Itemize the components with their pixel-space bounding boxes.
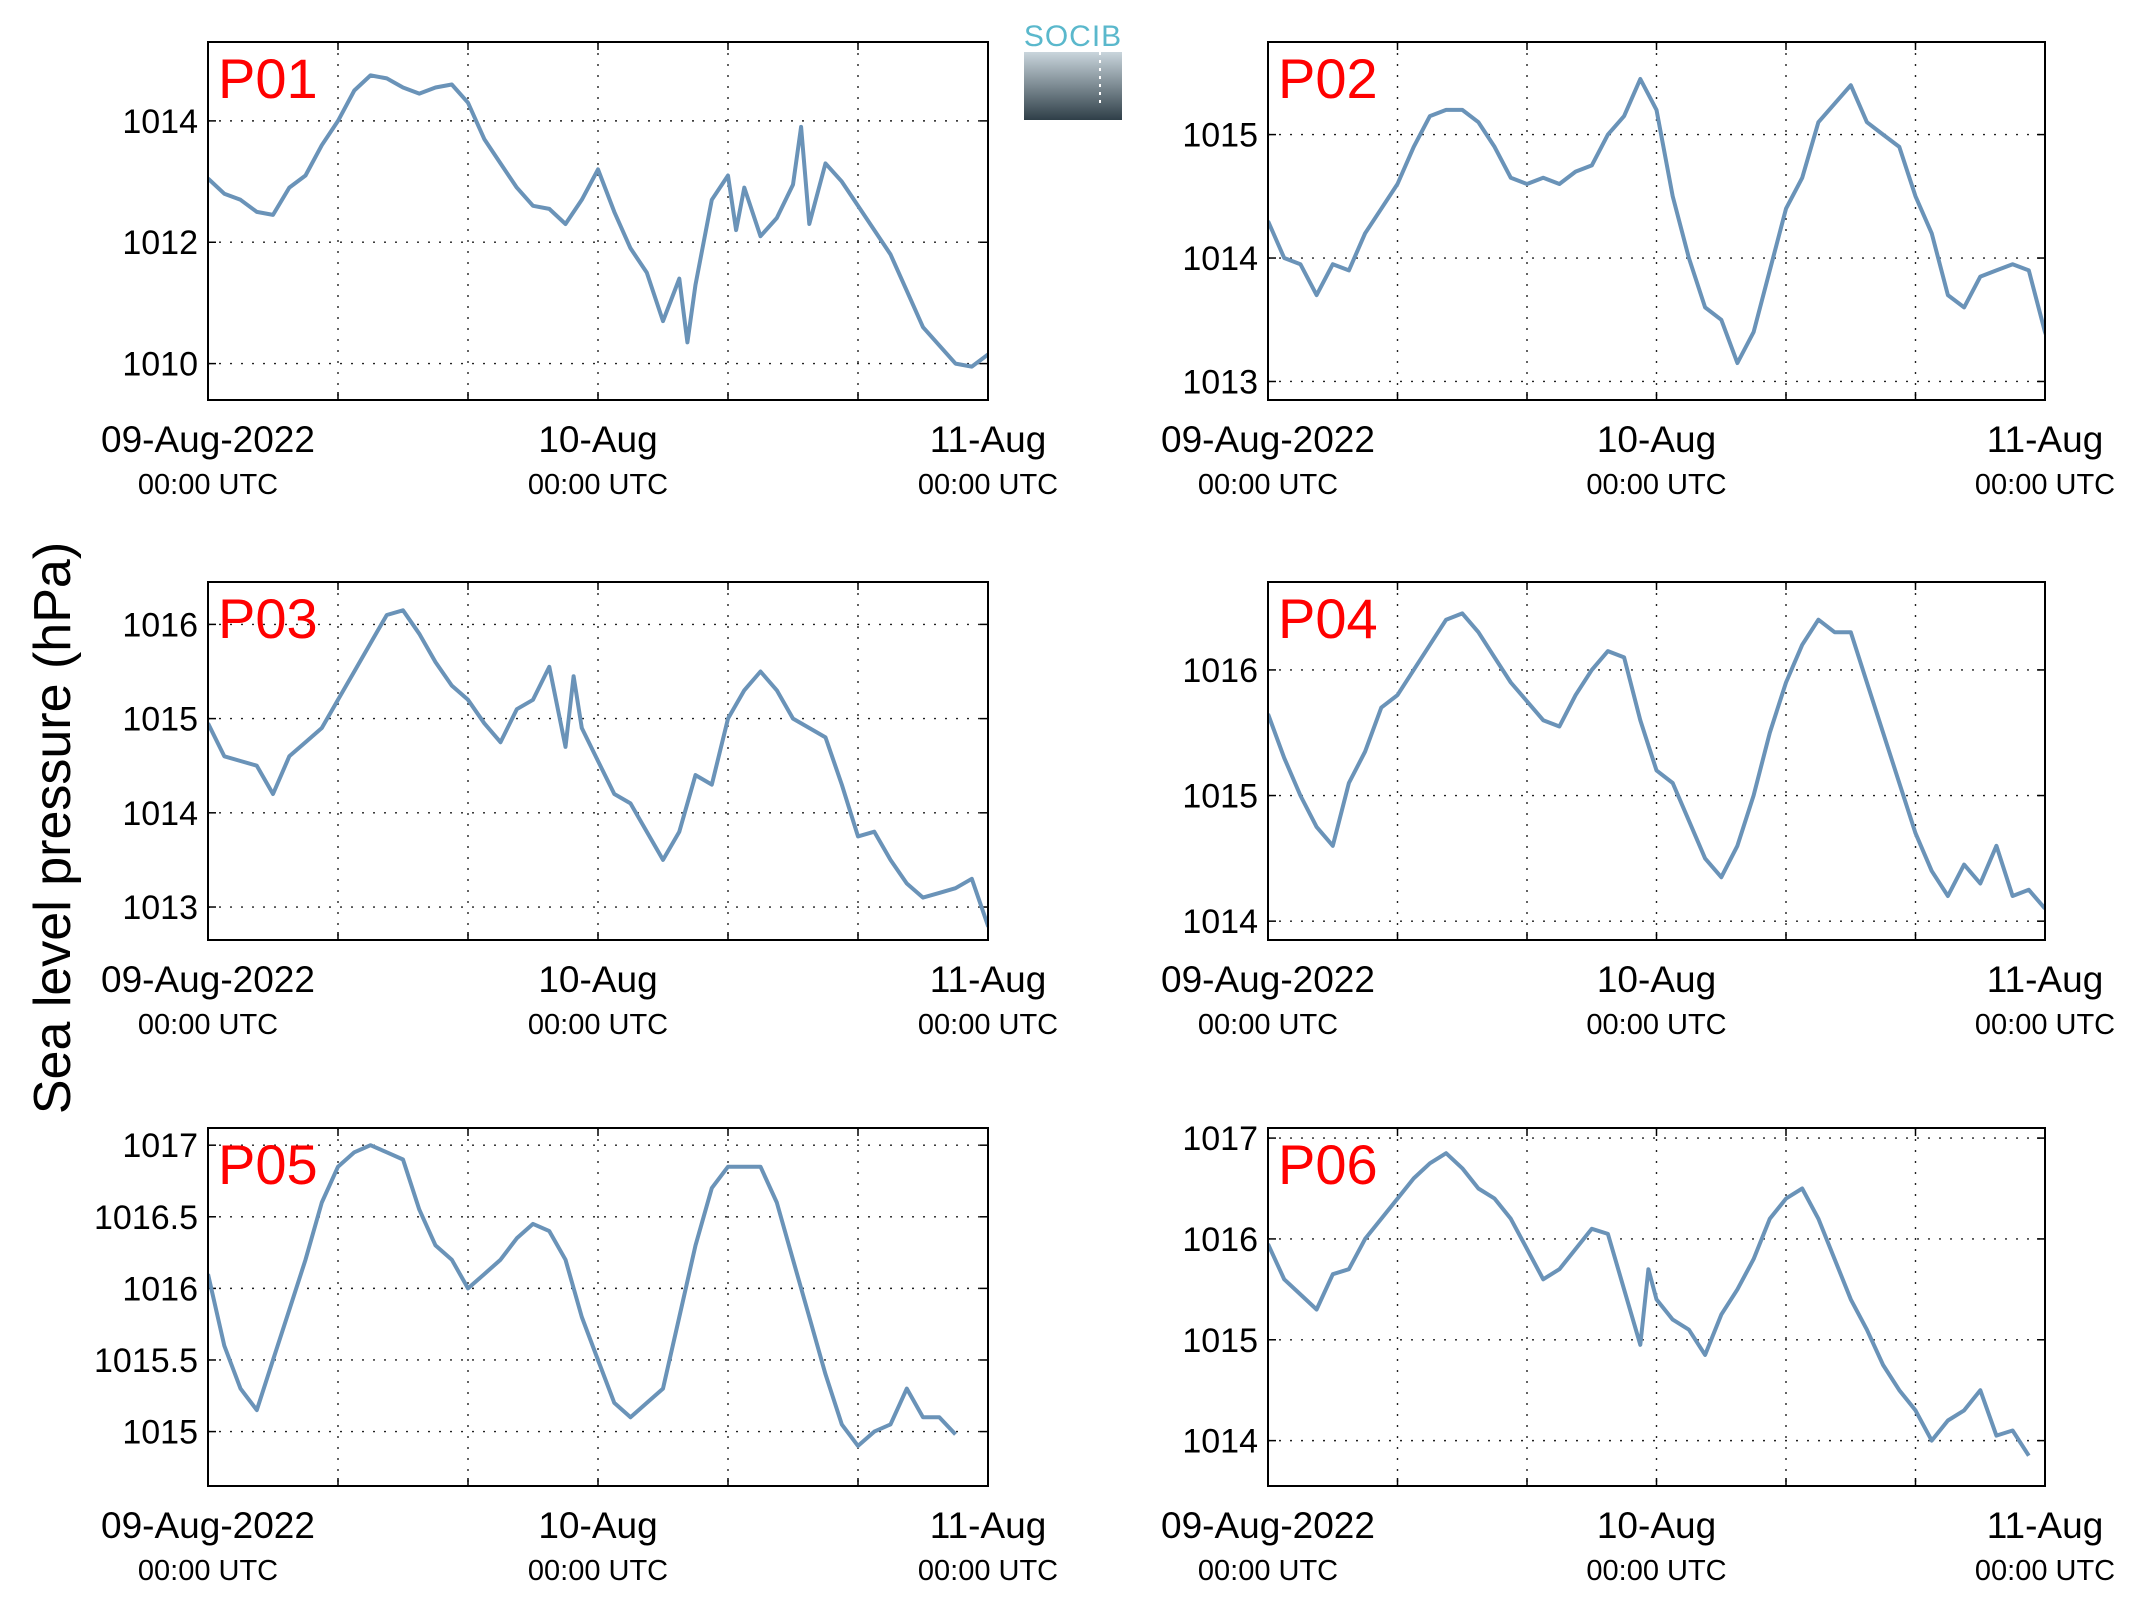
- x-tick-label-time: 00:00 UTC: [1198, 1009, 1338, 1041]
- chart-panel-p03: 1013 1014 1015 1016 P03 09-Aug-2022 00:00 UTC 1…: [101, 581, 1058, 1041]
- y-tick-label: 1015: [122, 1414, 198, 1452]
- plot-area: [1268, 582, 2045, 940]
- chart-panel-p04: 1014 1015 1016 P04 09-Aug-2022 00:00 UTC 10-Au…: [1161, 581, 2115, 1041]
- pressure-series-line: [208, 73, 988, 369]
- logo-text: SOCIB: [1024, 20, 1122, 53]
- x-tick-label-date: 11-Aug: [1987, 419, 2104, 460]
- x-tick-label-date: 09-Aug-2022: [1161, 1505, 1375, 1546]
- y-tick-label: 1017: [1182, 1120, 1258, 1158]
- y-tick-label: 1014: [122, 795, 198, 833]
- chart-panel-p01: 1010 1012 1014 P01 09-Aug-2022 00:00 UTC 10-Au…: [101, 41, 1058, 501]
- y-axis-label: Sea level pressure (hPa): [24, 542, 82, 1114]
- y-tick-label: 1015: [1182, 117, 1258, 155]
- x-tick-label-date: 11-Aug: [930, 419, 1047, 460]
- panel-label: P05: [218, 1133, 318, 1196]
- y-tick-label: 1015.5: [94, 1342, 198, 1380]
- x-tick-label-time: 00:00 UTC: [1198, 1555, 1338, 1587]
- y-tick-label: 1013: [122, 889, 198, 927]
- y-tick-label: 1014: [1182, 1423, 1258, 1461]
- axes-frame: [1267, 1127, 2046, 1487]
- x-tick-label-date: 11-Aug: [1987, 1505, 2104, 1546]
- panel-label: P03: [218, 587, 318, 650]
- y-tick-label: 1014: [1182, 903, 1258, 941]
- x-tick-label-time: 00:00 UTC: [918, 1555, 1058, 1587]
- x-tick-label-time: 00:00 UTC: [1586, 1555, 1726, 1587]
- panel-label: P06: [1278, 1133, 1378, 1196]
- x-tick-label-time: 00:00 UTC: [138, 1555, 278, 1587]
- x-tick-label-time: 00:00 UTC: [1586, 1009, 1726, 1041]
- x-tick-label-date: 10-Aug: [538, 419, 657, 460]
- x-tick-label-date: 09-Aug-2022: [101, 1505, 315, 1546]
- pressure-series-line: [1268, 1151, 2031, 1457]
- y-tick-label: 1014: [1182, 240, 1258, 278]
- x-tick-label-time: 00:00 UTC: [1586, 469, 1726, 501]
- y-tick-label: 1012: [122, 224, 198, 262]
- chart-panel-p06: 1014 1015 1016 1017 P06 09-Aug-2022 00:00 UTC 1…: [1161, 1120, 2115, 1587]
- pressure-series-line: [208, 1143, 957, 1448]
- x-tick-label-date: 09-Aug-2022: [101, 419, 315, 460]
- x-tick-label-time: 00:00 UTC: [528, 469, 668, 501]
- y-tick-label: 1014: [122, 103, 198, 141]
- panels-container: 1010 1012 1014 P01 09-Aug-2022 00:00 UTC 10-Au…: [94, 41, 2115, 1587]
- y-tick-label: 1016: [1182, 1221, 1258, 1259]
- y-tick-label: 1016: [122, 1270, 198, 1308]
- axes-frame: [1267, 581, 2046, 941]
- y-tick-label: 1017: [122, 1127, 198, 1165]
- socib-logo: SOCIB: [1024, 20, 1122, 120]
- x-tick-label-date: 11-Aug: [930, 959, 1047, 1000]
- panel-label: P02: [1278, 47, 1378, 110]
- chart-panel-p02: 1013 1014 1015 P02 09-Aug-2022 00:00 UTC 10-Au…: [1161, 41, 2115, 501]
- y-tick-label: 1013: [1182, 363, 1258, 401]
- panel-label: P01: [218, 47, 318, 110]
- chart-panel-p05: 1015 1015.5 1016 1016.5 1017 P05 09-Aug-2022 00…: [94, 1127, 1058, 1587]
- x-tick-label-date: 09-Aug-2022: [101, 959, 315, 1000]
- logo-block: [1024, 52, 1122, 120]
- axes-frame: [207, 1127, 989, 1487]
- x-tick-label-date: 10-Aug: [538, 1505, 657, 1546]
- pressure-series-line: [208, 608, 988, 929]
- x-tick-label-time: 00:00 UTC: [1975, 1009, 2115, 1041]
- x-tick-label-time: 00:00 UTC: [918, 469, 1058, 501]
- pressure-series-line: [1268, 77, 2045, 365]
- y-tick-label: 1015: [1182, 778, 1258, 816]
- panel-label: P04: [1278, 587, 1378, 650]
- x-tick-label-time: 00:00 UTC: [138, 1009, 278, 1041]
- x-tick-label-time: 00:00 UTC: [1198, 469, 1338, 501]
- plot-area: [208, 42, 988, 400]
- x-tick-label-date: 09-Aug-2022: [1161, 959, 1375, 1000]
- x-tick-label-date: 09-Aug-2022: [1161, 419, 1375, 460]
- x-tick-label-date: 10-Aug: [1597, 959, 1716, 1000]
- x-tick-label-date: 10-Aug: [538, 959, 657, 1000]
- x-tick-label-time: 00:00 UTC: [918, 1009, 1058, 1041]
- x-tick-label-time: 00:00 UTC: [1975, 469, 2115, 501]
- axes-frame: [207, 581, 989, 941]
- x-tick-label-time: 00:00 UTC: [1975, 1555, 2115, 1587]
- x-tick-label-date: 11-Aug: [930, 1505, 1047, 1546]
- axes-frame: [1267, 41, 2046, 401]
- x-tick-label-date: 11-Aug: [1987, 959, 2104, 1000]
- x-tick-label-time: 00:00 UTC: [138, 469, 278, 501]
- y-tick-label: 1015: [122, 701, 198, 739]
- x-tick-label-date: 10-Aug: [1597, 419, 1716, 460]
- y-tick-label: 1010: [122, 346, 198, 384]
- y-tick-label: 1016.5: [94, 1199, 198, 1237]
- y-tick-label: 1016: [1182, 652, 1258, 690]
- axes-frame: [207, 41, 989, 401]
- x-tick-label-date: 10-Aug: [1597, 1505, 1716, 1546]
- x-tick-label-time: 00:00 UTC: [528, 1555, 668, 1587]
- pressure-series-line: [1268, 611, 2045, 910]
- y-tick-label: 1016: [122, 606, 198, 644]
- y-tick-label: 1015: [1182, 1322, 1258, 1360]
- x-tick-label-time: 00:00 UTC: [528, 1009, 668, 1041]
